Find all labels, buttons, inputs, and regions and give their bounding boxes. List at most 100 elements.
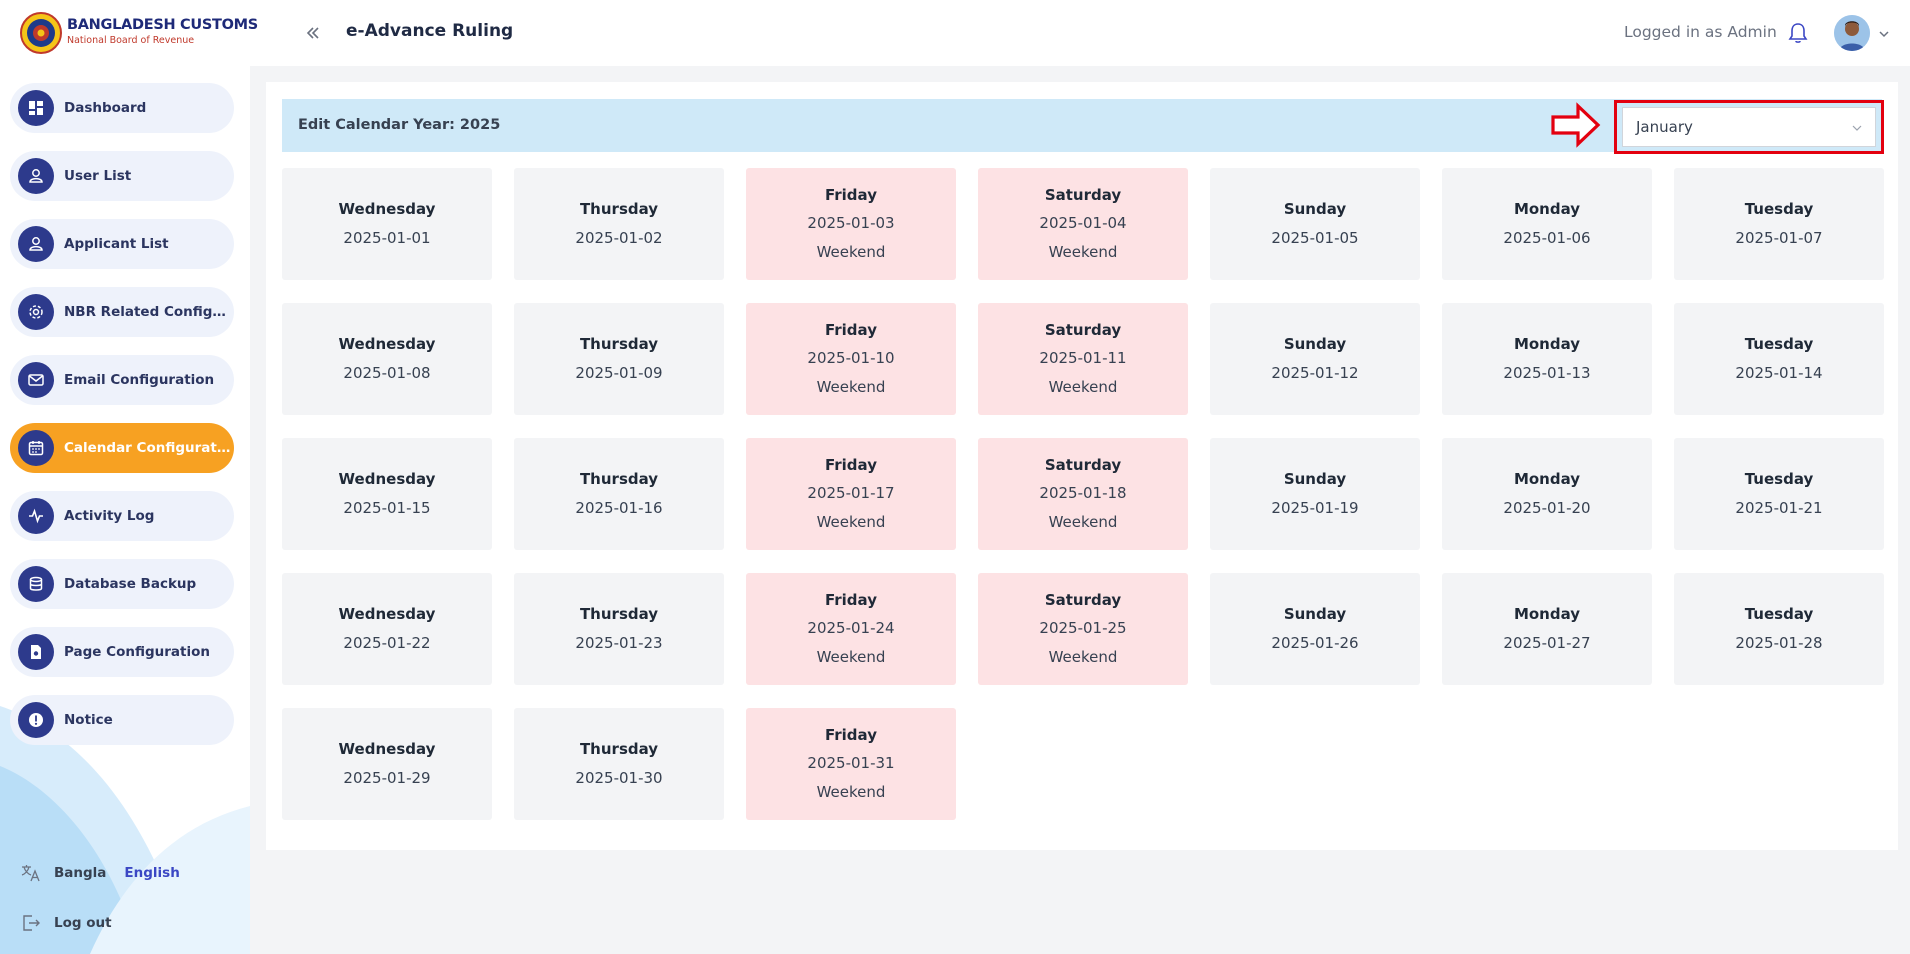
calendar-day-card[interactable]: Thursday 2025-01-02 xyxy=(514,168,724,280)
day-date: 2025-01-22 xyxy=(343,633,431,652)
translate-icon xyxy=(21,865,40,882)
calendar-day-card[interactable]: Friday 2025-01-31 Weekend xyxy=(746,708,956,820)
day-name: Sunday xyxy=(1283,335,1347,354)
day-name: Thursday xyxy=(579,740,659,759)
sidebar-item-dashboard[interactable]: Dashboard xyxy=(10,83,234,133)
day-date: 2025-01-29 xyxy=(343,768,431,787)
sidebar-item-email-config[interactable]: Email Configuration xyxy=(10,355,234,405)
day-name: Wednesday xyxy=(338,200,436,219)
bangladesh-customs-logo xyxy=(20,12,62,54)
calendar-day-card[interactable]: Thursday 2025-01-23 xyxy=(514,573,724,685)
language-bangla[interactable]: Bangla xyxy=(54,865,107,881)
day-name: Saturday xyxy=(1044,456,1122,475)
day-date: 2025-01-10 xyxy=(807,349,895,368)
calendar-day-card[interactable]: Saturday 2025-01-04 Weekend xyxy=(978,168,1188,280)
collapse-sidebar-button[interactable] xyxy=(300,20,326,46)
sidebar-item-label: Dashboard xyxy=(64,100,147,116)
activity-icon xyxy=(18,498,54,534)
calendar-day-card[interactable]: Saturday 2025-01-25 Weekend xyxy=(978,573,1188,685)
calendar-day-card[interactable]: Saturday 2025-01-11 Weekend xyxy=(978,303,1188,415)
calendar-day-card[interactable]: Tuesday 2025-01-07 xyxy=(1674,168,1884,280)
calendar-day-card[interactable]: Thursday 2025-01-16 xyxy=(514,438,724,550)
calendar-day-card[interactable]: Friday 2025-01-17 Weekend xyxy=(746,438,956,550)
day-date: 2025-01-15 xyxy=(343,498,431,517)
day-name: Friday xyxy=(824,321,877,340)
weekend-label: Weekend xyxy=(816,782,886,801)
highlight-box xyxy=(1614,100,1884,154)
day-name: Sunday xyxy=(1283,470,1347,489)
calendar-day-card[interactable]: Monday 2025-01-06 xyxy=(1442,168,1652,280)
day-name: Tuesday xyxy=(1744,470,1814,489)
day-date: 2025-01-06 xyxy=(1503,228,1591,247)
weekend-label: Weekend xyxy=(1048,512,1118,531)
logout-button[interactable]: Log out xyxy=(20,912,112,934)
calendar-day-card[interactable]: Saturday 2025-01-18 Weekend xyxy=(978,438,1188,550)
calendar-day-card[interactable]: Sunday 2025-01-26 xyxy=(1210,573,1420,685)
calendar-day-card[interactable]: Thursday 2025-01-09 xyxy=(514,303,724,415)
day-date: 2025-01-28 xyxy=(1735,633,1823,652)
calendar-day-card[interactable]: Wednesday 2025-01-08 xyxy=(282,303,492,415)
logout-label: Log out xyxy=(54,915,112,931)
day-name: Friday xyxy=(824,591,877,610)
page-icon xyxy=(18,634,54,670)
calendar-day-card[interactable]: Sunday 2025-01-19 xyxy=(1210,438,1420,550)
calendar-day-card[interactable]: Thursday 2025-01-30 xyxy=(514,708,724,820)
day-name: Sunday xyxy=(1283,200,1347,219)
sidebar-item-database-backup[interactable]: Database Backup xyxy=(10,559,234,609)
sidebar-item-applicant-list[interactable]: Applicant List xyxy=(10,219,234,269)
calendar-day-card[interactable]: Sunday 2025-01-05 xyxy=(1210,168,1420,280)
day-name: Tuesday xyxy=(1744,605,1814,624)
sidebar-item-calendar-config[interactable]: Calendar Configuration xyxy=(10,423,234,473)
day-date: 2025-01-23 xyxy=(575,633,663,652)
day-date: 2025-01-31 xyxy=(807,754,895,773)
calendar-day-card[interactable]: Sunday 2025-01-12 xyxy=(1210,303,1420,415)
day-name: Monday xyxy=(1513,470,1581,489)
day-date: 2025-01-25 xyxy=(1039,619,1127,638)
calendar-day-card[interactable]: Monday 2025-01-13 xyxy=(1442,303,1652,415)
user-avatar-icon xyxy=(1834,15,1870,51)
day-name: Wednesday xyxy=(338,605,436,624)
day-name: Friday xyxy=(824,186,877,205)
top-header: BANGLADESH CUSTOMS National Board of Rev… xyxy=(0,0,1910,66)
sidebar-item-nbr-config[interactable]: NBR Related Configurati... xyxy=(10,287,234,337)
dashboard-icon xyxy=(18,90,54,126)
sidebar-item-label: Activity Log xyxy=(64,508,155,524)
calendar-day-card[interactable]: Wednesday 2025-01-22 xyxy=(282,573,492,685)
calendar-day-card[interactable]: Wednesday 2025-01-15 xyxy=(282,438,492,550)
sidebar-item-notice[interactable]: Notice xyxy=(10,695,234,745)
day-date: 2025-01-07 xyxy=(1735,228,1823,247)
avatar[interactable] xyxy=(1834,15,1870,51)
sidebar-background-decoration xyxy=(0,706,250,954)
weekend-label: Weekend xyxy=(816,512,886,531)
sidebar-item-activity-log[interactable]: Activity Log xyxy=(10,491,234,541)
sidebar-item-page-config[interactable]: Page Configuration xyxy=(10,627,234,677)
calendar-day-card[interactable]: Friday 2025-01-10 Weekend xyxy=(746,303,956,415)
day-date: 2025-01-09 xyxy=(575,363,663,382)
chevron-down-icon[interactable] xyxy=(1877,27,1891,41)
calendar-day-card[interactable]: Tuesday 2025-01-14 xyxy=(1674,303,1884,415)
logout-icon xyxy=(23,915,40,931)
calendar-day-card[interactable]: Wednesday 2025-01-29 xyxy=(282,708,492,820)
calendar-day-card[interactable]: Monday 2025-01-20 xyxy=(1442,438,1652,550)
day-name: Wednesday xyxy=(338,470,436,489)
calendar-day-card[interactable]: Tuesday 2025-01-28 xyxy=(1674,573,1884,685)
month-select[interactable]: January xyxy=(1622,107,1876,147)
calendar-icon xyxy=(18,430,54,466)
sidebar-item-label: User List xyxy=(64,168,132,184)
sidebar-item-label: Applicant List xyxy=(64,236,169,252)
bell-icon[interactable] xyxy=(1785,20,1811,46)
day-name: Monday xyxy=(1513,335,1581,354)
calendar-day-card[interactable]: Friday 2025-01-03 Weekend xyxy=(746,168,956,280)
calendar-day-card[interactable]: Tuesday 2025-01-21 xyxy=(1674,438,1884,550)
calendar-day-card[interactable]: Wednesday 2025-01-01 xyxy=(282,168,492,280)
day-name: Monday xyxy=(1513,200,1581,219)
calendar-day-card[interactable]: Friday 2025-01-24 Weekend xyxy=(746,573,956,685)
database-icon xyxy=(18,566,54,602)
day-date: 2025-01-27 xyxy=(1503,633,1591,652)
language-english[interactable]: English xyxy=(124,865,180,881)
calendar-day-card[interactable]: Monday 2025-01-27 xyxy=(1442,573,1652,685)
logged-in-status: Logged in as Admin xyxy=(1624,23,1777,41)
users-icon xyxy=(18,226,54,262)
sidebar-item-user-list[interactable]: User List xyxy=(10,151,234,201)
gear-icon xyxy=(18,294,54,330)
